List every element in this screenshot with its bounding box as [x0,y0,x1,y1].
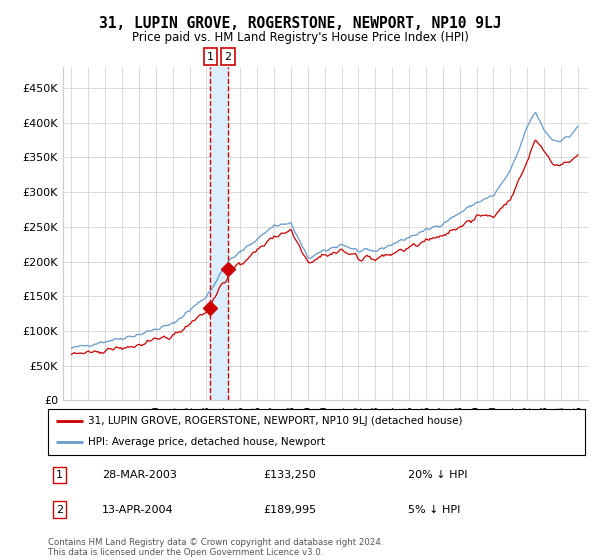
Text: £133,250: £133,250 [263,470,316,480]
Text: 13-APR-2004: 13-APR-2004 [102,505,173,515]
Text: 31, LUPIN GROVE, ROGERSTONE, NEWPORT, NP10 9LJ: 31, LUPIN GROVE, ROGERSTONE, NEWPORT, NP… [99,16,501,31]
Text: 20% ↓ HPI: 20% ↓ HPI [408,470,467,480]
Text: 2: 2 [224,52,232,62]
Text: 28-MAR-2003: 28-MAR-2003 [102,470,176,480]
Text: Contains HM Land Registry data © Crown copyright and database right 2024.
This d: Contains HM Land Registry data © Crown c… [48,538,383,557]
Text: 1: 1 [207,52,214,62]
Text: £189,995: £189,995 [263,505,316,515]
Text: 31, LUPIN GROVE, ROGERSTONE, NEWPORT, NP10 9LJ (detached house): 31, LUPIN GROVE, ROGERSTONE, NEWPORT, NP… [88,416,463,426]
Text: 1: 1 [56,470,63,480]
Text: 5% ↓ HPI: 5% ↓ HPI [408,505,460,515]
Text: Price paid vs. HM Land Registry's House Price Index (HPI): Price paid vs. HM Land Registry's House … [131,31,469,44]
Text: HPI: Average price, detached house, Newport: HPI: Average price, detached house, Newp… [88,437,325,447]
Bar [211,67,228,400]
Text: 2: 2 [56,505,63,515]
